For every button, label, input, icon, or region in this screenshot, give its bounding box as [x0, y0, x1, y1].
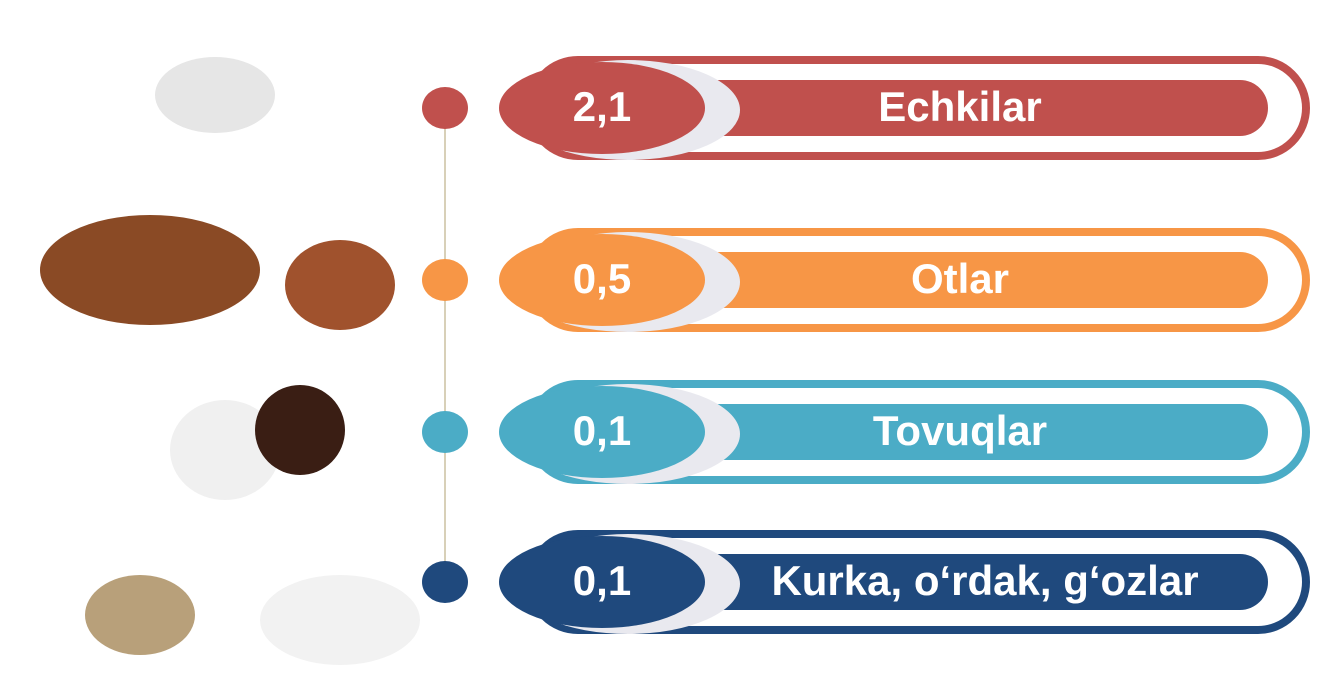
- value-badge: [499, 386, 705, 478]
- label-text: Tovuqlar: [873, 407, 1047, 454]
- dot: [422, 561, 468, 603]
- value-badge: [499, 62, 705, 154]
- label-bar: [690, 80, 1268, 136]
- value-text: 0,5: [573, 255, 631, 302]
- horse: [285, 240, 395, 330]
- hen: [170, 400, 280, 500]
- label-text: Kurka, o‘rdak, g‘ozlar: [771, 557, 1198, 604]
- dot: [422, 87, 468, 129]
- rows: 2,1 Echkilar 0,5 Otlar 0,1 Tovuqlar 0,1 Kurka, …: [422, 56, 1310, 634]
- value-text: 0,1: [573, 407, 631, 454]
- value-badge: [499, 234, 705, 326]
- value-badge: [499, 536, 705, 628]
- animal-pictures: [40, 57, 420, 665]
- label-text: Echkilar: [878, 83, 1041, 130]
- dot: [422, 411, 468, 453]
- label-text: Otlar: [911, 255, 1009, 302]
- rooster: [255, 385, 345, 475]
- horse: [40, 215, 260, 325]
- label-bar: [690, 252, 1268, 308]
- label-bar: [690, 554, 1268, 610]
- dot: [422, 259, 468, 301]
- geese: [260, 575, 420, 665]
- duck: [85, 575, 195, 655]
- value-text: 0,1: [573, 557, 631, 604]
- label-bar: [690, 404, 1268, 460]
- value-text: 2,1: [573, 83, 631, 130]
- goat: [155, 57, 275, 133]
